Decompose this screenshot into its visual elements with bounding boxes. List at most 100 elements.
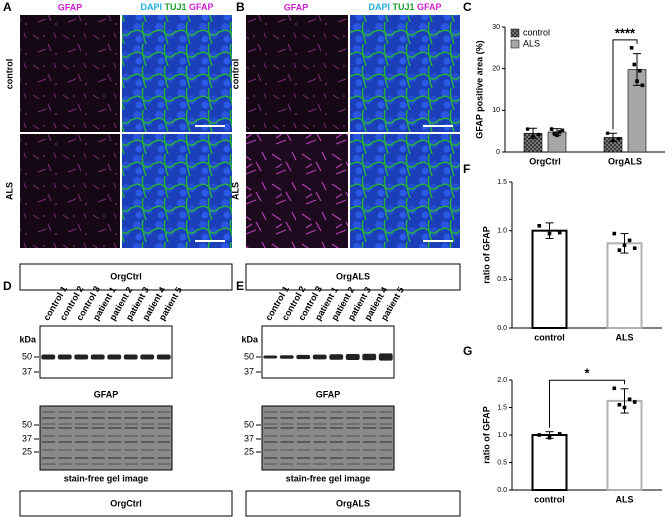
x-tick-label: ALS (616, 332, 634, 342)
blot-label: GFAP (94, 389, 119, 399)
group-box (19, 490, 233, 517)
data-point (537, 433, 542, 437)
data-point (632, 246, 637, 250)
data-point (632, 400, 637, 404)
band (123, 354, 138, 360)
gel (39, 405, 173, 471)
legend-swatch (510, 28, 520, 38)
blot (261, 325, 395, 379)
row-label: control (4, 59, 14, 90)
bar (531, 434, 568, 491)
band (345, 354, 360, 360)
data-point (640, 83, 645, 88)
band (90, 354, 105, 360)
group-label: OrgALS (336, 271, 370, 281)
marker-label: 25 (244, 446, 254, 456)
bar (531, 229, 568, 330)
band (140, 354, 155, 360)
data-point (617, 248, 622, 252)
band (263, 355, 278, 359)
band (279, 355, 294, 359)
bar (606, 242, 643, 330)
y-tick-label: 10 (492, 107, 500, 114)
marker-label: 37 (244, 366, 254, 376)
significance-bracket (612, 39, 638, 130)
stain-header: DAPI TUJ1 GFAP (140, 2, 213, 12)
stain-word: GFAP (189, 2, 214, 12)
data-point (635, 79, 639, 83)
y-tick-label: 30 (492, 24, 500, 31)
marker-label: 25 (22, 446, 32, 456)
micrograph (350, 134, 460, 248)
x-tick-label: control (534, 332, 565, 342)
data-point (557, 230, 562, 235)
data-point (612, 231, 617, 236)
panel-label: A (3, 0, 12, 14)
data-point (560, 128, 565, 133)
stain-word: TUJ1 (164, 2, 186, 12)
data-point (531, 134, 535, 138)
data-point (552, 131, 557, 136)
band (362, 353, 377, 361)
significance-bracket (549, 379, 625, 428)
marker-label: 50 (22, 419, 32, 429)
stain-word: TUJ1 (392, 2, 414, 12)
x-tick-label: control (534, 494, 565, 504)
panel-label: C (463, 0, 472, 14)
marker-label: 37 (244, 433, 254, 443)
bar (606, 399, 643, 491)
micrograph (350, 15, 460, 132)
blot (39, 325, 173, 379)
marker-label: 37 (22, 366, 32, 376)
data-point (632, 62, 637, 67)
band (378, 353, 393, 361)
y-tick-label: 1.5 (497, 179, 507, 186)
data-point (627, 238, 632, 243)
micrograph (246, 134, 348, 248)
panel-label: F (463, 162, 470, 176)
micrograph (122, 134, 232, 248)
y-tick-label: 1.0 (497, 432, 507, 439)
data-point (605, 131, 610, 136)
group-label: OrgCtrl (110, 271, 142, 281)
y-tick-label: 0.5 (497, 276, 507, 283)
data-point (536, 132, 541, 137)
gel-label: stain-free gel image (64, 473, 149, 483)
band (156, 354, 171, 360)
y-axis-label: ratio of GFAP (481, 226, 491, 284)
y-axis-label: ratio of GFAP (481, 406, 491, 464)
data-point (622, 405, 627, 410)
y-tick-label: 0.0 (497, 487, 507, 494)
band (41, 354, 56, 360)
row-label: control (230, 59, 240, 90)
data-point (557, 130, 562, 134)
y-tick-label: 0.0 (497, 325, 507, 332)
data-point (549, 127, 554, 131)
band (74, 354, 89, 360)
band (329, 354, 344, 360)
group-box (245, 490, 461, 517)
kda-unit: kDa (19, 334, 37, 344)
row-label: ALS (230, 182, 240, 200)
marker-label: 37 (22, 433, 32, 443)
panel-label: B (236, 0, 245, 14)
x-tick-label: OrgALS (608, 156, 642, 166)
stain-header: GFAP (58, 2, 83, 12)
stain-word: GFAP (417, 2, 442, 12)
panel-label: E (236, 279, 244, 293)
legend-label: control (523, 27, 550, 37)
significance-label: **** (615, 25, 636, 40)
y-tick-label: 0 (496, 149, 500, 156)
data-point (537, 224, 542, 228)
y-tick-label: 1.0 (497, 228, 507, 235)
micrograph (20, 134, 120, 248)
blot-label: GFAP (316, 389, 341, 399)
data-point (547, 231, 552, 236)
data-point (547, 435, 552, 440)
y-tick-label: 20 (492, 66, 500, 73)
data-point (616, 136, 621, 141)
data-point (629, 46, 634, 50)
y-tick-label: 2.0 (497, 377, 507, 384)
data-point (622, 243, 627, 248)
